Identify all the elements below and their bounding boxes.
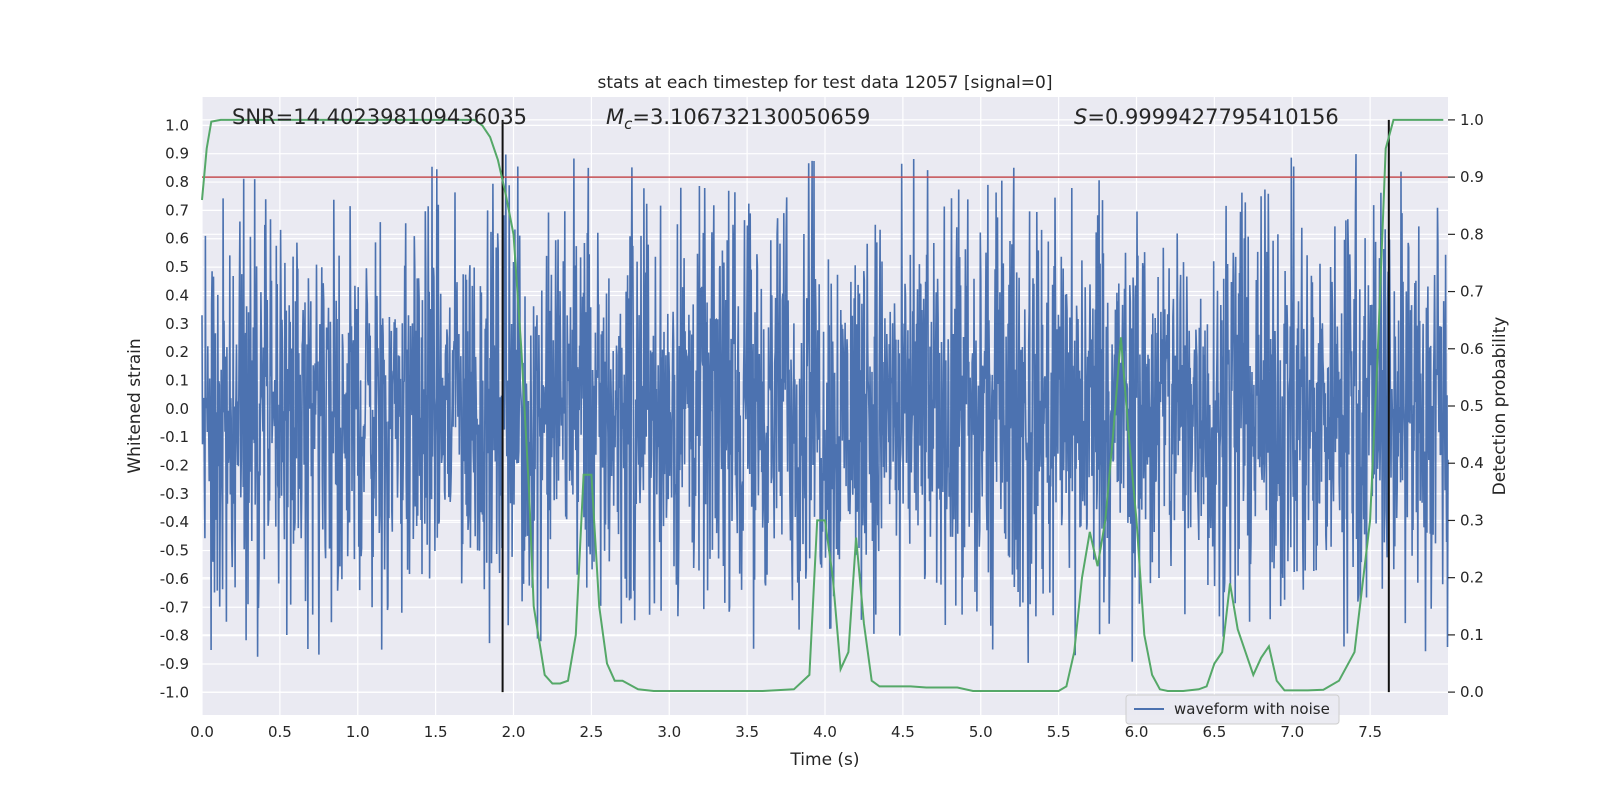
y-left-tick-label: 0.4 xyxy=(165,286,189,304)
x-tick-label: 3.5 xyxy=(735,723,759,741)
y-right-tick-label: 0.0 xyxy=(1460,683,1484,701)
chirp-mass-annotation: Mc=3.106732130050659 xyxy=(606,105,870,133)
y-left-tick-label: -0.3 xyxy=(160,485,189,503)
x-tick-label: 1.5 xyxy=(424,723,448,741)
x-tick-label: 6.5 xyxy=(1202,723,1226,741)
y-right-axis-title: Detection probability xyxy=(1490,317,1510,496)
x-tick-label: 5.5 xyxy=(1047,723,1071,741)
x-tick-label: 2.5 xyxy=(579,723,603,741)
x-tick-label: 5.0 xyxy=(969,723,993,741)
y-right-tick-label: 0.2 xyxy=(1460,569,1484,587)
y-right-tick-label: 0.7 xyxy=(1460,283,1484,301)
y-left-tick-label: -0.5 xyxy=(160,542,189,560)
probability-series xyxy=(201,118,1444,692)
x-tick-label: 4.5 xyxy=(891,723,915,741)
y-left-tick-label: 0.9 xyxy=(165,145,189,163)
y-left-tick-label: -0.1 xyxy=(160,428,189,446)
y-left-tick-label: -0.2 xyxy=(160,457,189,475)
y-left-tick-label: 0.6 xyxy=(165,230,189,248)
score-annotation: S=0.9999427795410156 xyxy=(1074,105,1339,129)
x-tick-label: 4.0 xyxy=(813,723,837,741)
overlay-lines xyxy=(202,119,1448,693)
y-left-tick-label: 0.7 xyxy=(165,201,189,219)
probability-line xyxy=(201,118,1444,692)
y-right-tick-label: 0.3 xyxy=(1460,511,1484,529)
x-axis-title: Time (s) xyxy=(789,750,859,770)
x-tick-label: 7.0 xyxy=(1280,723,1304,741)
y-left-tick-label: 0.3 xyxy=(165,315,189,333)
y-left-axis-title: Whitened strain xyxy=(125,338,145,473)
y-right-tick-label: 0.1 xyxy=(1460,626,1484,644)
y-right-tick-label: 0.9 xyxy=(1460,168,1484,186)
y-left-tick-label: -0.9 xyxy=(160,655,189,673)
y-left-tick-label: 0.2 xyxy=(165,343,189,361)
y-left-tick-label: -0.8 xyxy=(160,627,189,645)
y-left-tick-label: 1.0 xyxy=(165,116,189,134)
waveform-series xyxy=(201,154,1449,663)
legend-box xyxy=(1125,694,1340,725)
snr-annotation: SNR=14.402398109436035 xyxy=(232,105,527,129)
y-right-tick-label: 0.6 xyxy=(1460,340,1484,358)
waveform-line xyxy=(201,154,1449,663)
y-left-tick-label: -1.0 xyxy=(160,683,189,701)
y-left-tick-label: -0.7 xyxy=(160,598,189,616)
y-left-tick-label: 0.5 xyxy=(165,258,189,276)
y-right-tick-label: 0.4 xyxy=(1460,454,1484,472)
x-tick-label: 7.5 xyxy=(1358,723,1382,741)
y-left-tick-label: 0.0 xyxy=(165,400,189,418)
x-tick-label: 0.5 xyxy=(268,723,292,741)
x-tick-label: 0.0 xyxy=(190,723,214,741)
axis-ticks: 0.0 0.5 1.0 1.5 2.0 2.5 3.0 3.5 4.0 4.5 5.0 5.5 6.0 6… xyxy=(160,111,1484,741)
legend-label: waveform with noise xyxy=(1174,700,1330,718)
y-left-tick-label: 0.1 xyxy=(165,371,189,389)
legend: waveform with noise xyxy=(1125,694,1340,725)
x-tick-label: 1.0 xyxy=(346,723,370,741)
y-left-tick-label: 0.8 xyxy=(165,173,189,191)
y-right-tick-label: 0.5 xyxy=(1460,397,1484,415)
y-right-tick-label: 0.8 xyxy=(1460,225,1484,243)
y-right-tick-label: 1.0 xyxy=(1460,111,1484,129)
x-tick-label: 2.0 xyxy=(502,723,526,741)
x-tick-label: 3.0 xyxy=(657,723,681,741)
chart-title: stats at each timestep for test data 120… xyxy=(598,73,1053,93)
y-left-tick-label: -0.6 xyxy=(160,570,189,588)
x-tick-label: 6.0 xyxy=(1125,723,1149,741)
y-left-tick-label: -0.4 xyxy=(160,513,189,531)
